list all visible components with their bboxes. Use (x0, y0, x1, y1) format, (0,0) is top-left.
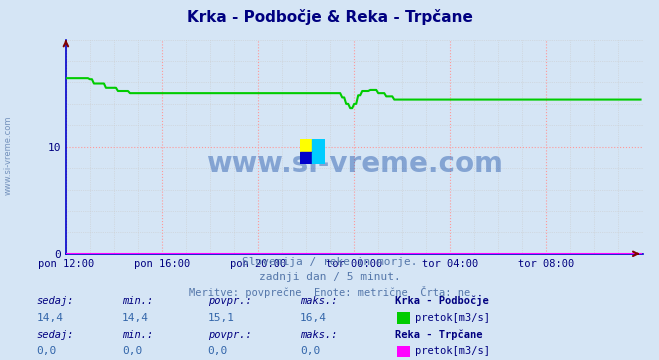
Bar (300, 139, 312, 152)
Text: Reka - Trpčane: Reka - Trpčane (395, 329, 483, 340)
Text: maks.:: maks.: (300, 330, 337, 340)
Text: 0,0: 0,0 (36, 346, 57, 356)
Text: 0,0: 0,0 (208, 346, 228, 356)
Bar (312, 152, 325, 164)
Text: maks.:: maks.: (300, 296, 337, 306)
Text: 0,0: 0,0 (122, 346, 142, 356)
Bar (300, 152, 312, 164)
Text: pretok[m3/s]: pretok[m3/s] (415, 313, 490, 323)
Text: zadnji dan / 5 minut.: zadnji dan / 5 minut. (258, 272, 401, 282)
Text: 16,4: 16,4 (300, 313, 327, 323)
Text: Meritve: povprečne  Enote: metrične  Črta: ne: Meritve: povprečne Enote: metrične Črta:… (189, 286, 470, 298)
Text: sedaj:: sedaj: (36, 296, 74, 306)
Text: 15,1: 15,1 (208, 313, 235, 323)
Text: www.si-vreme.com: www.si-vreme.com (4, 115, 13, 194)
Text: 0,0: 0,0 (300, 346, 320, 356)
Text: min.:: min.: (122, 296, 153, 306)
Bar (312, 139, 325, 152)
Text: povpr.:: povpr.: (208, 296, 251, 306)
Text: 14,4: 14,4 (36, 313, 63, 323)
Text: povpr.:: povpr.: (208, 330, 251, 340)
Text: Krka - Podbočje: Krka - Podbočje (395, 295, 489, 306)
Text: min.:: min.: (122, 330, 153, 340)
Text: sedaj:: sedaj: (36, 330, 74, 340)
Text: pretok[m3/s]: pretok[m3/s] (415, 346, 490, 356)
Text: Krka - Podbočje & Reka - Trpčane: Krka - Podbočje & Reka - Trpčane (186, 9, 473, 25)
Text: Slovenija / reke in morje.: Slovenija / reke in morje. (242, 257, 417, 267)
Text: 14,4: 14,4 (122, 313, 149, 323)
Text: www.si-vreme.com: www.si-vreme.com (206, 150, 503, 178)
